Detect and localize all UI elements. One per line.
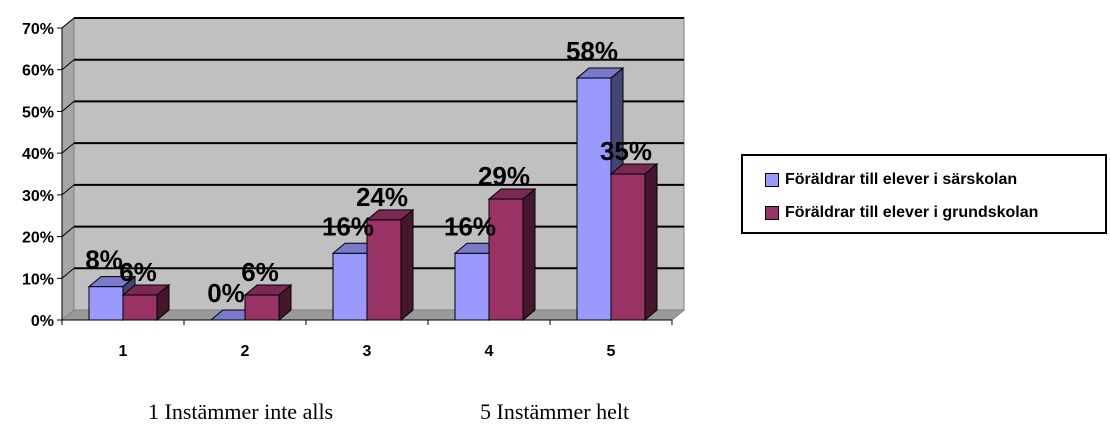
y-tick-label: 50% (22, 104, 54, 121)
bar-side (400, 208, 414, 322)
x-tick-label: 2 (241, 343, 250, 360)
legend-item-grundskolan: Föräldrar till elever i grundskolan (765, 202, 1038, 224)
data-label: 6% (241, 257, 279, 287)
bar-front (610, 173, 646, 321)
data-label: 8% (85, 245, 123, 275)
scale-note-low: 1 Instämmer inte alls (148, 399, 334, 424)
legend-label-sarskolan: Föräldrar till elever i särskolan (785, 171, 1018, 188)
y-tick-label: 0% (31, 313, 54, 330)
gridline-side (61, 184, 75, 196)
gridline-side (61, 267, 75, 279)
gridline-side (61, 17, 75, 29)
data-label: 35% (600, 136, 652, 166)
scale-note-high: 5 Instämmer helt (480, 399, 630, 424)
legend-swatch-grundskolan (765, 206, 779, 220)
legend-item-sarskolan: Föräldrar till elever i särskolan (765, 169, 1017, 191)
bar-side (156, 283, 170, 322)
data-label: 24% (356, 182, 408, 212)
data-label: 0% (207, 278, 245, 308)
x-tick-label: 3 (363, 343, 372, 360)
data-label: 16% (322, 211, 374, 241)
y-tick-label: 20% (22, 230, 54, 247)
data-label: 58% (566, 36, 618, 66)
gridline-side (61, 59, 75, 71)
bar-front (332, 252, 368, 321)
bar-front (88, 286, 124, 321)
bar-front (576, 77, 612, 321)
gridline-side (61, 226, 75, 237)
bar-side (278, 283, 292, 322)
bar (365, 208, 415, 322)
legend-swatch-sarskolan (765, 173, 779, 187)
bar-front (244, 294, 280, 321)
bar-front (122, 294, 158, 321)
x-tick-label: 1 (119, 343, 128, 360)
data-label: 16% (444, 211, 496, 241)
y-tick-label: 70% (22, 21, 54, 38)
bar-front (488, 198, 524, 321)
bar-front (366, 219, 402, 321)
bar-side (644, 162, 658, 322)
legend: Föräldrar till elever i särskolan Föräld… (741, 154, 1107, 234)
gridline-side (61, 101, 75, 112)
data-label: 29% (478, 161, 530, 191)
y-tick-label: 40% (22, 146, 54, 163)
data-label: 6% (119, 257, 157, 287)
x-tick-label: 4 (485, 343, 494, 360)
bar-side (522, 187, 536, 322)
y-tick-label: 60% (22, 63, 54, 80)
legend-label-grundskolan: Föräldrar till elever i grundskolan (785, 204, 1039, 221)
bar (609, 162, 659, 322)
plot-side-wall (61, 16, 75, 322)
bar (487, 187, 537, 322)
x-tick-label: 5 (607, 343, 616, 360)
bar-front (454, 252, 490, 321)
y-tick-label: 30% (22, 188, 54, 205)
bar (243, 283, 293, 322)
y-tick-label: 10% (22, 271, 54, 288)
gridline-side (61, 142, 75, 154)
bar (121, 283, 171, 322)
